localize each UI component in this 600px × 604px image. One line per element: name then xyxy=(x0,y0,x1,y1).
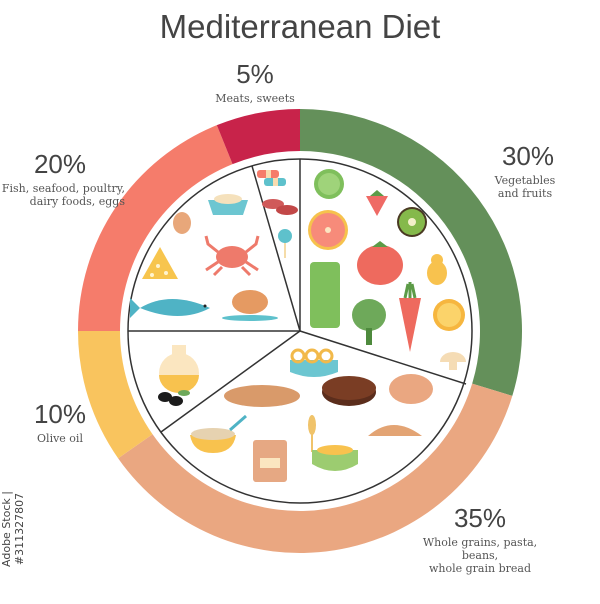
roast-chicken-icon xyxy=(222,290,278,321)
sausage-icon xyxy=(262,199,298,215)
mushroom-icon xyxy=(440,352,466,370)
ring-segment-olive-oil xyxy=(78,331,153,459)
porridge-icon xyxy=(190,414,247,453)
tomato-icon xyxy=(357,241,403,285)
grain-bowl-icon xyxy=(312,445,358,471)
ring-segment-vegetables xyxy=(300,109,523,396)
olive-oil-icons xyxy=(158,345,199,406)
lime-icon xyxy=(314,169,344,199)
kiwi-icon xyxy=(397,207,427,237)
label-meats-desc: Meats, sweets xyxy=(215,92,295,105)
round-bread-icon xyxy=(389,374,433,404)
strawberry-icon xyxy=(366,190,388,216)
donut-ring xyxy=(78,109,523,554)
fish-dairy-icons xyxy=(130,194,278,321)
wheat-icon xyxy=(308,415,316,452)
egg-icon xyxy=(173,212,191,234)
dark-bread-icon xyxy=(322,376,376,406)
grain-icons xyxy=(190,348,433,482)
ring-segment-meats xyxy=(216,109,300,165)
oil-jug-icon xyxy=(159,345,199,393)
artichoke-icon xyxy=(352,299,386,345)
label-grains-desc: Whole grains, pasta, beans, whole grain … xyxy=(422,536,538,575)
label-olive-oil-desc: Olive oil xyxy=(37,432,83,445)
crab-icon xyxy=(204,235,260,277)
ring-segment-grains xyxy=(118,383,513,554)
label-fish-desc: Fish, seafood, poultry, dairy foods, egg… xyxy=(1,182,125,208)
ring-segment-fish xyxy=(78,125,233,331)
plate-dividers xyxy=(128,159,467,433)
pear-icon xyxy=(427,254,447,285)
label-vegetables-desc: Vegetables and fruits xyxy=(494,174,556,200)
stock-credit: Adobe Stock | #311327807 xyxy=(0,491,26,567)
label-grains-percent: 35% xyxy=(453,503,507,533)
page-title: Mediterranean Diet xyxy=(159,8,441,45)
candy-icon xyxy=(257,170,286,186)
pasta-bowl-icon xyxy=(290,348,338,377)
orange-icon xyxy=(433,299,465,331)
lollipop-icon xyxy=(278,229,292,258)
asparagus-icon xyxy=(310,262,340,328)
cheese-icon xyxy=(142,247,178,279)
label-vegetables-percent: 30% xyxy=(501,141,555,171)
fish-icon xyxy=(130,298,210,318)
carrot-icon xyxy=(399,282,421,352)
olives-icon xyxy=(158,390,190,406)
label-olive-oil-percent: 10% xyxy=(33,399,87,429)
vegetables-fruits-icons xyxy=(308,169,466,370)
label-fish-percent: 20% xyxy=(33,149,87,179)
baguette-icon xyxy=(224,385,300,407)
flour-bag-icon xyxy=(253,440,287,482)
grapefruit-icon xyxy=(308,210,348,250)
label-meats-percent: 5% xyxy=(236,59,274,89)
croissant-icon xyxy=(368,425,422,436)
meats-sweets-icons xyxy=(257,170,298,258)
bowl-of-grain-icon xyxy=(208,194,248,215)
